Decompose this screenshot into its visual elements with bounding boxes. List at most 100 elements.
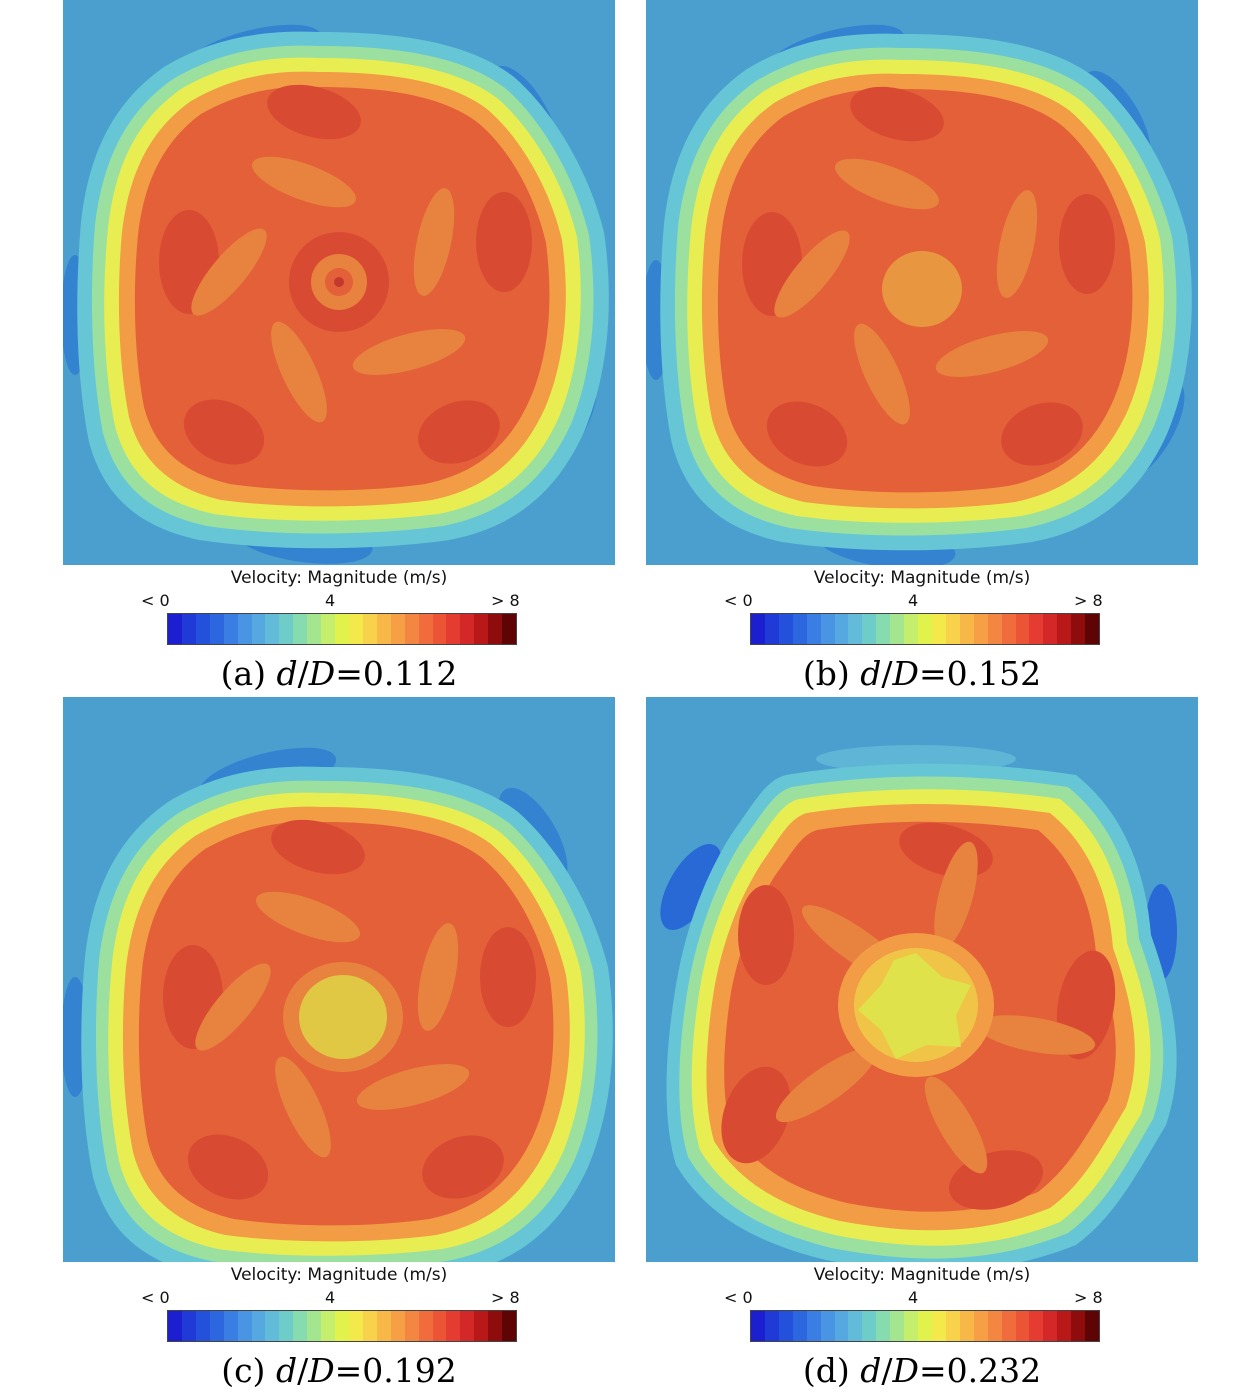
- colorbar-swatch: [237, 1311, 252, 1341]
- swirl-arms: [191, 156, 466, 423]
- colorbar-swatch: [446, 1311, 461, 1341]
- colorbar-swatch: [502, 1311, 517, 1341]
- colorbar-swatch: [820, 614, 835, 644]
- colorbar-swatch: [1001, 1311, 1016, 1341]
- colorbar-swatch: [335, 1311, 349, 1341]
- colorbar-swatch: [404, 614, 419, 644]
- colorbar-swatch: [390, 614, 405, 644]
- colorbar-tick-max: > 8: [491, 1288, 520, 1307]
- colorbar-tick-max: > 8: [1074, 1288, 1103, 1307]
- colorbar-swatch: [265, 614, 280, 644]
- colorbar-swatch: [362, 1311, 377, 1341]
- colorbar-swatch: [1029, 1311, 1044, 1341]
- colorbar-swatch: [834, 614, 849, 644]
- core-region: [838, 933, 994, 1077]
- colorbar-swatch: [474, 1311, 489, 1341]
- colorbar-swatch: [987, 614, 1002, 644]
- colorbar-swatch: [168, 1311, 182, 1341]
- colorbar-swatch: [792, 614, 807, 644]
- colorbar-swatch: [460, 1311, 475, 1341]
- hot-cells: [159, 84, 532, 465]
- colorbar-tick-mid: 4: [325, 591, 336, 610]
- colorbar-swatch: [792, 1311, 807, 1341]
- colorbar-swatch: [474, 614, 489, 644]
- colorbar-title: Velocity: Magnitude (m/s): [813, 568, 1031, 588]
- colorbar-swatch: [404, 1311, 419, 1341]
- colorbar-swatch: [1071, 614, 1086, 644]
- colorbar-swatch: [362, 614, 377, 644]
- colorbar-swatch: [181, 614, 196, 644]
- colorbar-tick-mid: 4: [908, 591, 919, 610]
- colorbar-swatch: [931, 614, 946, 644]
- colorbar-swatch: [251, 614, 266, 644]
- colorbar-swatch: [959, 1311, 974, 1341]
- colorbar-swatch: [307, 1311, 322, 1341]
- velocity-contour-plot-b: [646, 0, 1198, 565]
- colorbar: [167, 613, 517, 645]
- colorbar-swatch: [279, 1311, 294, 1341]
- colorbar: [167, 1310, 517, 1342]
- colorbar-swatch: [764, 614, 779, 644]
- colorbar-swatch: [834, 1311, 849, 1341]
- colorbar-swatch: [1057, 1311, 1072, 1341]
- velocity-ring: [660, 33, 1192, 551]
- panel-caption: (d) d/D=0.232: [802, 1351, 1042, 1390]
- colorbar-swatch: [959, 614, 974, 644]
- colorbar-swatch: [890, 614, 905, 644]
- colorbar-swatch: [945, 614, 960, 644]
- velocity-contour-plot-a: [63, 0, 615, 565]
- colorbar-swatch: [862, 1311, 877, 1341]
- colorbar-swatch: [1015, 1311, 1030, 1341]
- colorbar-swatch: [307, 614, 322, 644]
- colorbar-swatch: [321, 614, 336, 644]
- colorbar-swatch: [195, 614, 210, 644]
- colorbar-tick-min: < 0: [724, 1288, 753, 1307]
- colorbar-swatch: [806, 614, 821, 644]
- colorbar-swatch: [876, 1311, 891, 1341]
- colorbar-swatch: [321, 1311, 336, 1341]
- colorbar-title: Velocity: Magnitude (m/s): [813, 1265, 1031, 1285]
- colorbar-swatch: [945, 1311, 960, 1341]
- colorbar-swatch: [195, 1311, 210, 1341]
- colorbar-swatch: [181, 1311, 196, 1341]
- panel-caption: (a) d/D=0.112: [220, 654, 458, 693]
- colorbar-swatch: [848, 1311, 863, 1341]
- colorbar-tick-min: < 0: [724, 591, 753, 610]
- colorbar-swatch: [376, 614, 391, 644]
- velocity-ring: [666, 763, 1177, 1262]
- core-center: [858, 953, 971, 1059]
- panel-caption: (c) d/D=0.192: [221, 1351, 457, 1390]
- colorbar-swatch: [237, 614, 252, 644]
- colorbar-swatch: [1015, 614, 1030, 644]
- colorbar-swatch: [862, 614, 877, 644]
- colorbar-swatch: [418, 614, 433, 644]
- colorbar-swatch: [293, 1311, 308, 1341]
- colorbar-swatch: [1057, 614, 1072, 644]
- core-region: [872, 234, 972, 334]
- core-region: [283, 962, 403, 1072]
- colorbar-swatch: [446, 614, 461, 644]
- swirl-arms: [774, 158, 1049, 425]
- colorbar-tick-mid: 4: [908, 1288, 919, 1307]
- colorbar-swatch: [1071, 1311, 1086, 1341]
- colorbar-swatch: [848, 614, 863, 644]
- velocity-ring: [77, 31, 609, 549]
- colorbar-swatch: [973, 614, 988, 644]
- colorbar-swatch: [876, 614, 891, 644]
- colorbar-swatch: [502, 614, 517, 644]
- core-center: [299, 975, 387, 1059]
- colorbar-swatch: [987, 1311, 1002, 1341]
- colorbar-title: Velocity: Magnitude (m/s): [230, 1265, 448, 1285]
- colorbar-swatch: [348, 614, 363, 644]
- colorbar-swatch: [973, 1311, 988, 1341]
- hot-cells: [163, 819, 536, 1200]
- colorbar-swatch: [764, 1311, 779, 1341]
- colorbar-swatch: [279, 614, 294, 644]
- colorbar-swatch: [460, 614, 475, 644]
- colorbar-swatch: [293, 614, 308, 644]
- colorbar-swatch: [223, 1311, 238, 1341]
- colorbar-swatch: [251, 1311, 266, 1341]
- colorbar-swatch: [418, 1311, 433, 1341]
- colorbar-swatch: [931, 1311, 946, 1341]
- colorbar-swatch: [1085, 1311, 1100, 1341]
